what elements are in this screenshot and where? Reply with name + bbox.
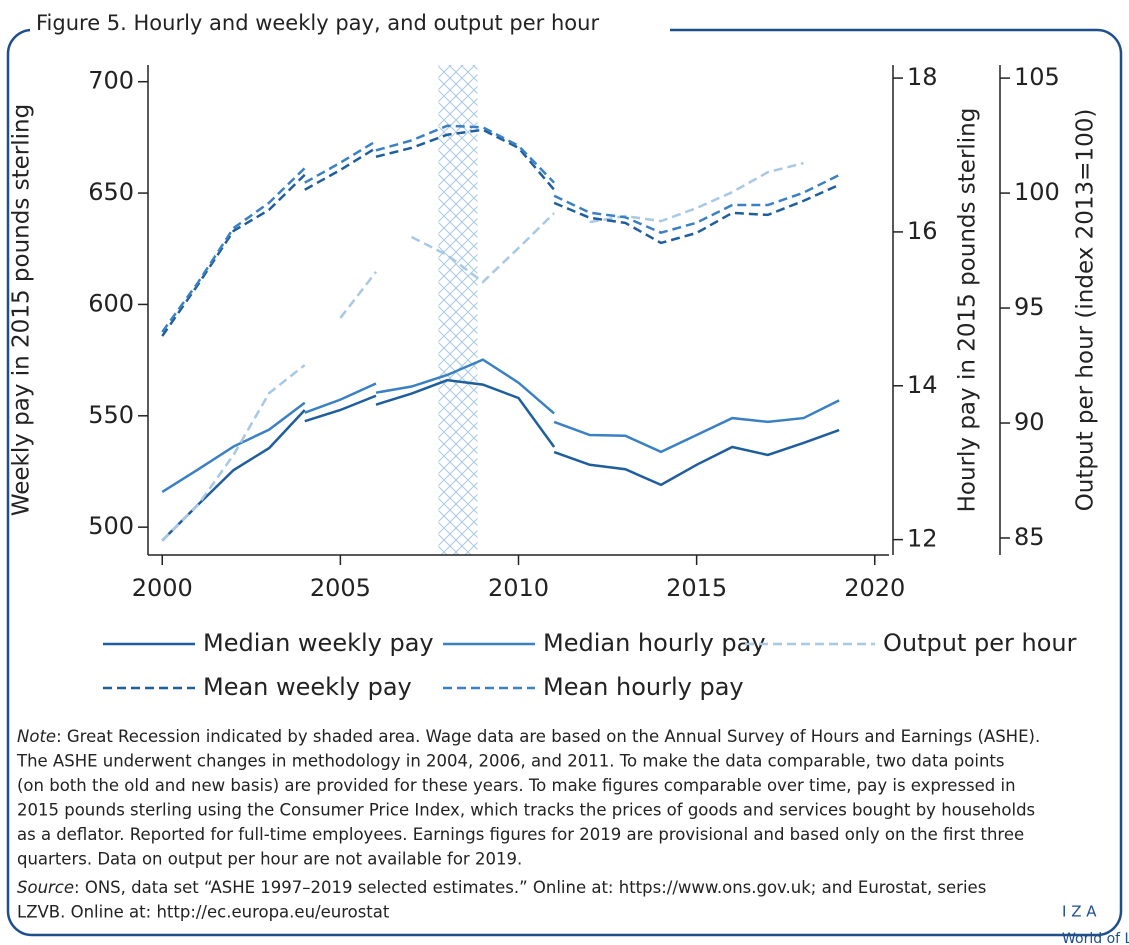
legend-label: Median weekly pay [203,629,434,657]
y2-tick-label: 16 [907,217,938,245]
x-tick-label: 2010 [488,574,549,602]
series-line [161,173,306,337]
y2-tick-label: 18 [907,63,938,91]
note-text: 2015 pounds sterling using the Consumer … [17,800,1035,819]
source-line: Source: ONS, data set “ASHE 1997–2019 se… [17,878,986,897]
note-text: as a deflator. Reported for full-time em… [17,825,1024,844]
note-text: : Great Recession indicated by shaded ar… [56,727,1040,746]
note-line: Note: Great Recession indicated by shade… [17,727,1040,746]
series-line [304,382,377,414]
note-line: quarters. Data on output per hour are no… [17,849,522,868]
source-line: LZVB. Online at: http://ec.europa.eu/eur… [17,902,390,921]
series-line [304,140,377,184]
y3-tick-label: 95 [1014,293,1045,321]
series-line [161,167,306,333]
y-tick-label: 700 [88,67,134,95]
note-line: 2015 pounds sterling using the Consumer … [17,800,1035,819]
y-axis-title: Weekly pay in 2015 pounds sterling [9,104,35,516]
series-line [553,399,840,454]
series-line [339,271,377,319]
series-line [553,428,840,487]
y3-tick-label: 85 [1014,523,1045,551]
y-tick-label: 500 [88,512,134,540]
y3-tick-label: 100 [1014,178,1060,206]
series-line [161,409,306,542]
note-line: as a deflator. Reported for full-time em… [17,825,1024,844]
y2-tick-label: 12 [907,525,938,553]
series-line [304,394,377,423]
y-tick-label: 600 [88,289,134,317]
series-line [161,364,306,542]
logo-name: World of Labor [1062,931,1129,945]
legend-label: Median hourly pay [543,629,766,657]
series-line [411,212,556,284]
series-line [375,358,555,415]
y3-tick-label: 90 [1014,408,1045,436]
x-tick-label: 2020 [844,574,905,602]
legend-label: Mean hourly pay [543,673,744,701]
source-label: Source [17,878,74,897]
y2-axis-title: Hourly pay in 2015 pounds sterling [955,108,981,513]
note-text: quarters. Data on output per hour are no… [17,849,522,868]
title-bg [30,12,670,42]
series-line [375,128,556,191]
y3-axis-title: Output per hour (index 2013=100) [1073,109,1099,512]
y2-tick-label: 14 [907,371,938,399]
note-line: (on both the old and new basis) are prov… [17,776,1016,795]
recession-shade [438,65,478,555]
note-line: The ASHE underwent changes in methodolog… [16,751,1004,770]
logo-brand: I Z A [1062,903,1097,921]
series-line [375,124,556,184]
series-line [553,183,840,245]
series-line [161,401,306,493]
source-text: : ONS, data set “ASHE 1997–2019 selected… [74,878,986,897]
series-line [304,146,377,191]
x-tick-label: 2000 [132,574,193,602]
note-text: The ASHE underwent changes in methodolog… [16,751,1004,770]
note-text: (on both the old and new basis) are prov… [17,776,1016,795]
y-tick-label: 550 [88,401,134,429]
series-line [375,378,556,448]
source-text: LZVB. Online at: http://ec.europa.eu/eur… [17,902,390,921]
note-label: Note [17,727,56,746]
x-tick-label: 2005 [310,574,371,602]
legend-label: Output per hour [883,629,1077,657]
chart-title: Figure 5. Hourly and weekly pay, and out… [36,11,599,35]
legend-label: Mean weekly pay [203,673,412,701]
y-tick-label: 650 [88,178,134,206]
x-tick-label: 2015 [666,574,727,602]
y3-tick-label: 105 [1014,63,1060,91]
